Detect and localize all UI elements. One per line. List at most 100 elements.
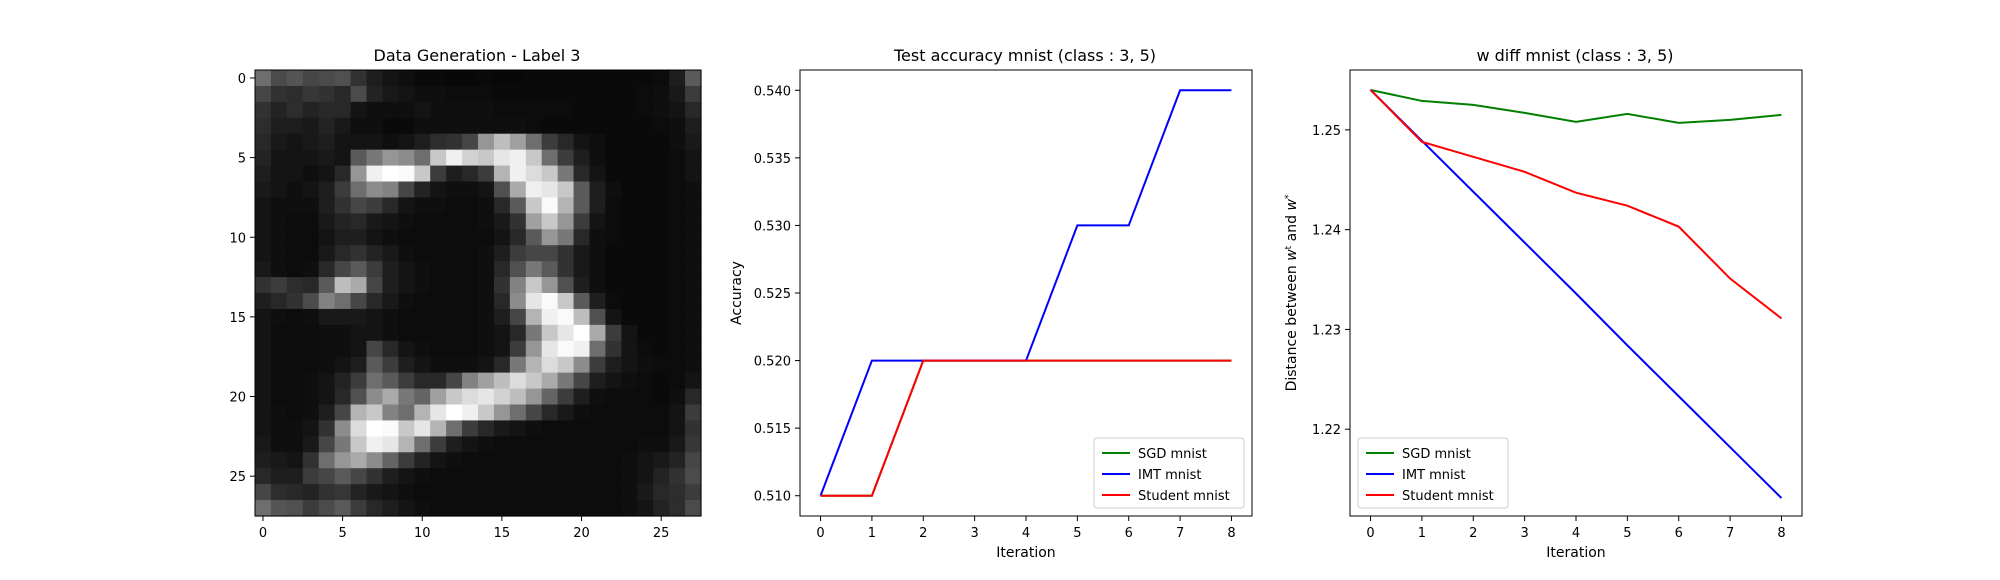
heatmap-cell — [462, 468, 479, 485]
heatmap-cell — [509, 340, 527, 358]
heatmap-cell — [541, 420, 559, 437]
heatmap-cell — [493, 149, 511, 167]
heatmap-cell — [414, 484, 431, 501]
heatmap-cell — [493, 277, 511, 294]
heatmap-cell — [589, 308, 607, 326]
heatmap-cell — [557, 101, 575, 119]
heatmap-cell — [366, 101, 384, 119]
heatmap-cell — [318, 436, 336, 453]
heatmap-cell — [669, 404, 686, 422]
heatmap-cell — [270, 404, 288, 422]
heatmap-cell — [541, 340, 559, 358]
heatmap-cell — [430, 117, 447, 135]
heatmap-cell — [493, 181, 511, 199]
axis-ticks: 0 1 2 3 4 5 6 7 8 1.22 1.23 1.24 1.25 — [1312, 124, 1786, 541]
heatmap-cell — [605, 340, 622, 358]
heatmap-cell — [382, 245, 399, 262]
heatmap-cell — [478, 340, 495, 358]
heatmap-cell — [302, 197, 320, 214]
heatmap-cell — [286, 197, 304, 214]
heatmap-cell — [430, 468, 447, 485]
heatmap-cell — [350, 133, 368, 151]
heatmap-cell — [605, 197, 622, 214]
x-tick-label: 0 — [1366, 526, 1374, 541]
heatmap-cell — [573, 261, 591, 278]
heatmap-cell — [669, 308, 686, 326]
heatmap-cell — [302, 468, 320, 485]
heatmap-cell — [557, 133, 575, 151]
heatmap-cell — [493, 388, 511, 406]
heatmap-cell — [557, 197, 575, 214]
heatmap-cell — [382, 133, 399, 151]
heatmap-cell — [573, 245, 591, 262]
heatmap-cell — [382, 165, 399, 183]
heatmap-cell — [302, 324, 320, 342]
heatmap-cell — [255, 468, 272, 485]
heatmap-cell — [685, 101, 702, 119]
heatmap-cell — [286, 245, 304, 262]
heatmap-cell — [302, 388, 320, 406]
heatmap-cell — [414, 197, 431, 214]
heatmap-cell — [366, 436, 384, 453]
heatmap-cell — [653, 372, 670, 390]
heatmap-cell — [382, 308, 399, 326]
heatmap-cell — [318, 181, 336, 199]
heatmap-cell — [318, 245, 336, 262]
heatmap-cell — [462, 101, 479, 119]
heatmap-cell — [382, 197, 399, 214]
heatmap-cell — [621, 420, 638, 437]
heatmap-cell — [414, 165, 431, 183]
heatmap-cell — [509, 356, 527, 374]
heatmap-cell — [286, 404, 304, 422]
heatmap-cell — [270, 70, 288, 87]
heatmap-cell — [255, 484, 272, 501]
heatmap-cell — [573, 85, 591, 103]
heatmap-cell — [286, 277, 304, 294]
heatmap-cell — [541, 133, 559, 151]
heatmap-cell — [318, 149, 336, 167]
heatmap-cell — [541, 468, 559, 485]
heatmap-cell — [557, 404, 575, 422]
x-tick-label: 6 — [1125, 526, 1133, 541]
heatmap-cell — [302, 372, 320, 390]
heatmap-cell — [685, 484, 702, 501]
heatmap-cell — [573, 452, 591, 469]
heatmap-cell — [318, 133, 336, 151]
heatmap-cell — [382, 452, 399, 469]
heatmap-cell — [573, 293, 591, 310]
heatmap-cell — [493, 356, 511, 374]
heatmap-cell — [462, 372, 479, 390]
heatmap-cell — [430, 149, 447, 167]
heatmap-cell — [462, 197, 479, 214]
heatmap-cell — [398, 101, 415, 119]
series-lines — [819, 89, 1232, 497]
heatmap-cell — [462, 452, 479, 469]
heatmap-cell — [334, 85, 352, 103]
heatmap-cell — [286, 165, 304, 183]
heatmap-cell — [255, 404, 272, 422]
heatmap-cell — [302, 181, 320, 199]
heatmap-cell — [493, 101, 511, 119]
heatmap-cell — [669, 468, 686, 485]
heatmap-cell — [462, 340, 479, 358]
heatmap-cell — [270, 117, 288, 135]
heatmap-cell — [318, 165, 336, 183]
heatmap-cell — [525, 500, 543, 517]
heatmap-cell — [255, 261, 272, 278]
heatmap-cell — [478, 293, 495, 310]
heatmap-cell — [350, 261, 368, 278]
heatmap-cell — [669, 293, 686, 310]
heatmap-cell — [621, 500, 638, 517]
heatmap-cell — [430, 388, 447, 406]
heatmap-cell — [573, 484, 591, 501]
heatmap-cell — [685, 340, 702, 358]
heatmap-cell — [414, 117, 431, 135]
heatmap-cell — [366, 308, 384, 326]
heatmap-cell — [398, 484, 415, 501]
heatmap-cell — [573, 277, 591, 294]
heatmap-cell — [589, 372, 607, 390]
heatmap-cell — [589, 213, 607, 230]
heatmap-cell — [589, 245, 607, 262]
heatmap-cell — [541, 149, 559, 167]
heatmap-cell — [414, 213, 431, 230]
